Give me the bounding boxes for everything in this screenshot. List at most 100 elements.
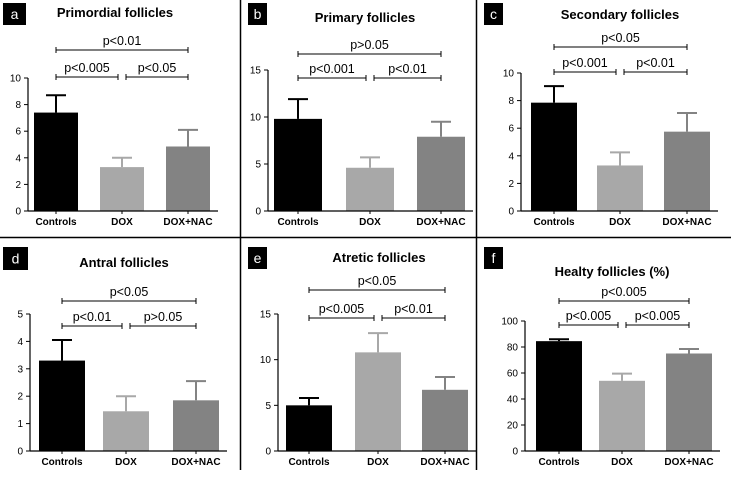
x-tick-label: Controls xyxy=(35,217,77,228)
bar-dox xyxy=(103,411,149,451)
y-tick-label: 0 xyxy=(17,447,23,458)
y-tick-label: 8 xyxy=(15,100,21,111)
x-tick-label: DOX+NAC xyxy=(416,217,465,228)
x-tick-label: DOX xyxy=(115,457,137,468)
x-tick-label: DOX xyxy=(609,217,631,228)
panel-label: a xyxy=(11,6,19,22)
error-bar xyxy=(544,85,564,103)
error-bar xyxy=(435,376,455,390)
p-value-label: p<0.01 xyxy=(636,56,675,70)
significance-bracket xyxy=(55,74,119,80)
panel-label-badge xyxy=(248,3,267,25)
significance-bracket xyxy=(373,75,442,81)
error-bar xyxy=(52,339,72,361)
significance-bracket xyxy=(297,51,442,57)
p-value-label: p<0.05 xyxy=(110,285,149,299)
significance-bracket xyxy=(55,47,189,53)
bar-dox xyxy=(597,165,643,211)
p-value-label: p<0.01 xyxy=(388,62,427,76)
error-bar xyxy=(612,372,632,381)
p-value-label: p<0.005 xyxy=(635,309,681,323)
y-tick-label: 100 xyxy=(501,317,518,328)
bar-controls xyxy=(274,118,322,211)
significance-bracket xyxy=(308,287,446,293)
panel-label: d xyxy=(12,251,20,267)
significance-bracket xyxy=(625,322,690,328)
chart-title: Primary follicles xyxy=(315,10,415,25)
chart-panel-b: b Primary follicles Controls DOX DOX+NAC 0 5 10… xyxy=(248,3,473,228)
error-bar xyxy=(186,380,206,401)
x-tick-label: DOX+NAC xyxy=(171,457,220,468)
y-tick-label: 8 xyxy=(508,96,514,107)
p-value-label: p<0.05 xyxy=(601,31,640,45)
chart-panel-e: e Atretic follicles Controls DOX DOX+NAC 0 5 10… xyxy=(248,247,476,468)
x-tick-label: DOX+NAC xyxy=(664,457,713,468)
y-tick-label: 0 xyxy=(512,447,518,458)
bar-controls xyxy=(39,360,85,451)
y-tick-label: 5 xyxy=(265,401,271,412)
chart-panel-d: d Antral follicles Controls DOX DOX+NAC 0 1 2 3 4… xyxy=(3,247,227,468)
x-tick-label: Controls xyxy=(288,457,330,468)
bar-dox-nac xyxy=(666,353,712,451)
p-value-label: p<0.005 xyxy=(601,285,647,299)
error-bar xyxy=(288,98,308,119)
panel-label: f xyxy=(492,250,496,266)
bar-dox xyxy=(355,352,401,451)
x-tick-label: DOX+NAC xyxy=(163,217,212,228)
p-value-label: p<0.01 xyxy=(73,310,112,324)
panel-label: e xyxy=(254,250,262,266)
error-bar xyxy=(112,156,132,168)
y-tick-label: 5 xyxy=(255,160,261,171)
chart-panel-f: f Healty follicles (%) Controls DOX DOX+NAC 0… xyxy=(484,247,720,468)
bar-dox-nac xyxy=(166,146,210,211)
y-tick-label: 0 xyxy=(255,207,261,218)
bar-dox xyxy=(599,380,645,451)
y-tick-label: 0 xyxy=(508,207,514,218)
error-bar xyxy=(610,151,630,166)
y-tick-label: 0 xyxy=(265,447,271,458)
significance-bracket xyxy=(308,315,375,321)
x-tick-label: DOX xyxy=(611,457,633,468)
x-tick-label: DOX+NAC xyxy=(420,457,469,468)
p-value-label: p<0.001 xyxy=(562,56,608,70)
error-bar xyxy=(360,156,380,168)
significance-bracket xyxy=(558,322,619,328)
y-tick-label: 5 xyxy=(17,310,23,321)
error-bar xyxy=(116,395,136,412)
significance-bracket xyxy=(61,298,197,304)
bar-controls xyxy=(286,405,332,451)
p-value-label: p<0.01 xyxy=(394,302,433,316)
significance-bracket xyxy=(129,323,197,329)
p-value-label: p<0.005 xyxy=(319,302,365,316)
bar-dox xyxy=(100,167,144,211)
panel-label-badge xyxy=(3,247,28,270)
error-bar xyxy=(368,332,388,353)
chart-title: Antral follicles xyxy=(79,255,169,270)
y-tick-label: 15 xyxy=(260,310,272,321)
y-tick-label: 20 xyxy=(507,421,519,432)
y-tick-label: 40 xyxy=(507,395,519,406)
x-tick-label: Controls xyxy=(533,217,575,228)
significance-bracket xyxy=(297,75,367,81)
panel-label-badge xyxy=(3,3,26,25)
y-tick-label: 60 xyxy=(507,369,519,380)
significance-bracket xyxy=(125,74,189,80)
y-tick-label: 3 xyxy=(17,364,23,375)
chart-title: Healty follicles (%) xyxy=(555,264,670,279)
error-bar xyxy=(677,112,697,132)
p-value-label: p>0.05 xyxy=(144,310,183,324)
panel-label-badge xyxy=(484,3,503,25)
error-bar xyxy=(549,338,569,342)
bar-dox xyxy=(346,167,394,211)
x-tick-label: Controls xyxy=(41,457,83,468)
significance-bracket xyxy=(553,44,688,50)
y-tick-label: 2 xyxy=(15,180,21,191)
x-tick-label: DOX xyxy=(111,217,133,228)
y-tick-label: 10 xyxy=(503,69,515,80)
y-tick-label: 0 xyxy=(15,207,21,218)
p-value-label: p<0.005 xyxy=(566,309,612,323)
y-tick-label: 4 xyxy=(15,153,21,164)
panel-label: b xyxy=(254,6,262,22)
panel-label-badge xyxy=(484,247,503,269)
chart-panel-a: a Primordial follicles Controls DOX DOX+NAC 0… xyxy=(3,3,218,228)
